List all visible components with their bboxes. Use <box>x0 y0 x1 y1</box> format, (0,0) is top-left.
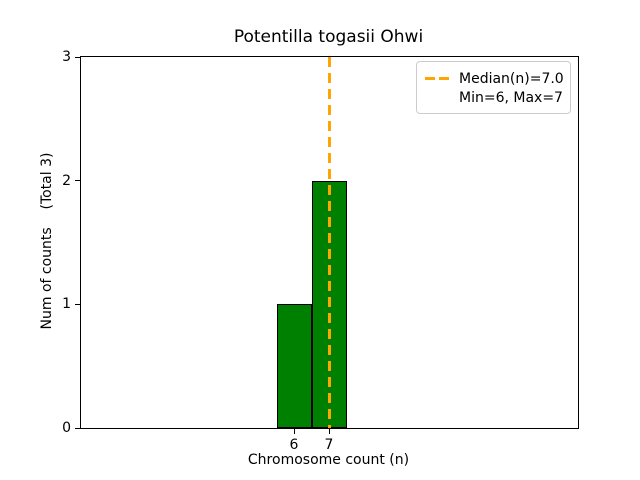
legend-label-median: Median(n)=7.0 <box>459 70 564 87</box>
x-axis-label: Chromosome count (n) <box>247 452 410 468</box>
y-tick-mark <box>75 303 80 305</box>
legend-handle-spacer <box>425 96 449 99</box>
y-tick-mark <box>75 56 80 58</box>
dashed-line-icon <box>425 77 449 80</box>
x-tick-mark <box>328 429 330 434</box>
x-tick-label: 6 <box>289 437 299 453</box>
y-tick-label: 2 <box>62 172 71 189</box>
chart-title: Potentilla togasii Ohwi <box>233 27 424 47</box>
y-tick-mark <box>75 180 80 182</box>
x-tick-label: 7 <box>324 437 334 453</box>
histogram-bar <box>276 304 312 428</box>
y-tick-mark <box>75 427 80 429</box>
x-tick-mark <box>293 429 295 434</box>
y-tick-label: 1 <box>62 296 71 313</box>
y-axis-label: Num of counts (Total 3) <box>39 152 55 330</box>
legend-label-minmax: Min=6, Max=7 <box>459 89 563 106</box>
legend-entry-minmax: Min=6, Max=7 <box>425 88 563 107</box>
plot-area: 0 1 2 3 6 7 <box>62 50 579 452</box>
legend: Median(n)=7.0 Min=6, Max=7 <box>416 61 571 114</box>
median-line <box>327 57 331 428</box>
y-tick-label: 0 <box>62 420 71 436</box>
legend-entry-median: Median(n)=7.0 <box>425 69 564 88</box>
y-tick-label: 3 <box>62 49 71 65</box>
